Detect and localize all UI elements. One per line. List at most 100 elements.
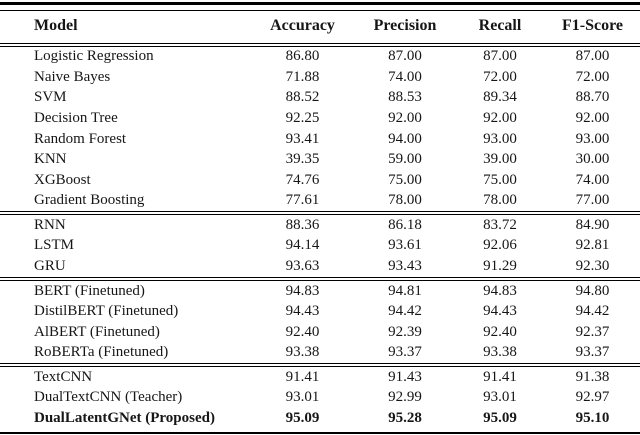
metric-value-cell: 92.00: [575, 109, 610, 126]
model-name-cell: Decision Tree: [34, 109, 118, 126]
model-name-cell: SVM: [34, 89, 67, 106]
column-header-f1-score: F1-Score: [545, 10, 640, 47]
model-group: TextCNN 91.41 91.43 91.41 91.38 DualTextCNN (…: [0, 365, 640, 429]
metric-value-cell: 94.43: [483, 303, 517, 320]
metric-value-cell: 39.00: [483, 151, 517, 168]
model-name-cell: KNN: [34, 151, 67, 168]
metric-value-cell: 92.40: [483, 323, 517, 340]
model-metrics-table: Model Accuracy Precision Recall F1-Score…: [0, 10, 640, 429]
model-name-cell: DistilBERT (Finetuned): [34, 303, 179, 320]
table-row: Random Forest 93.41 94.00 93.00 93.00: [0, 129, 640, 150]
table-row: AlBERT (Finetuned) 92.40 92.39 92.40 92.37: [0, 322, 640, 343]
metric-value-cell: 72.00: [483, 68, 517, 85]
model-name-cell: BERT (Finetuned): [34, 282, 145, 299]
column-header-model: Model: [0, 10, 250, 47]
metric-value-cell: 92.99: [388, 389, 422, 406]
metric-value-cell: 93.43: [388, 257, 422, 274]
model-name-cell: AlBERT (Finetuned): [34, 323, 160, 340]
metric-value-cell: 94.42: [388, 303, 422, 320]
metric-value-cell: 30.00: [575, 151, 610, 168]
metric-value-cell: 88.53: [388, 89, 422, 106]
metric-value-cell: 94.83: [483, 282, 517, 299]
column-header-accuracy: Accuracy: [250, 10, 355, 47]
model-name-cell: RNN: [34, 216, 66, 233]
table-row: Decision Tree 92.25 92.00 92.00 92.00: [0, 108, 640, 129]
metric-value-cell: 78.00: [483, 192, 517, 209]
metric-value-cell: 93.01: [483, 389, 517, 406]
metric-value-cell: 92.30: [575, 257, 610, 274]
table-row: KNN 39.35 59.00 39.00 30.00: [0, 149, 640, 170]
model-group: Logistic Regression 86.80 87.00 87.00 87.00 N…: [0, 44, 640, 214]
metric-value-cell: 88.52: [285, 89, 320, 106]
metric-value-cell: 92.00: [483, 109, 517, 126]
table-row: GRU 93.63 93.43 91.29 92.30: [0, 256, 640, 279]
column-header-precision: Precision: [355, 10, 455, 47]
metric-value-cell: 75.00: [388, 171, 422, 188]
model-group: BERT (Finetuned) 94.83 94.81 94.83 94.80 Dist…: [0, 278, 640, 366]
metric-value-cell: 87.00: [483, 48, 517, 65]
table-row: XGBoost 74.76 75.00 75.00 74.00: [0, 170, 640, 191]
metric-value-cell: 77.61: [285, 192, 320, 209]
metric-value-cell: 94.00: [388, 130, 422, 147]
metric-value-cell: 91.43: [388, 368, 422, 385]
metric-value-cell: 91.38: [575, 368, 610, 385]
metric-value-cell: 94.43: [285, 303, 320, 320]
table-row: Gradient Boosting 77.61 78.00 78.00 77.00: [0, 191, 640, 214]
metric-value-cell: 93.37: [575, 344, 610, 361]
metric-value-cell: 94.80: [575, 282, 610, 299]
table-row: BERT (Finetuned) 94.83 94.81 94.83 94.80: [0, 279, 640, 302]
model-name-cell: Logistic Regression: [34, 48, 154, 65]
metric-value-cell: 92.06: [483, 237, 517, 254]
metric-value-cell: 95.10: [575, 410, 610, 427]
model-name-cell: Random Forest: [34, 130, 127, 147]
metric-value-cell: 95.09: [483, 410, 517, 427]
table-row: Naive Bayes 71.88 74.00 72.00 72.00: [0, 67, 640, 88]
metric-value-cell: 93.61: [388, 237, 422, 254]
metric-value-cell: 88.36: [285, 216, 320, 233]
table-row: DistilBERT (Finetuned) 94.43 94.42 94.43 94.…: [0, 301, 640, 322]
metric-value-cell: 91.29: [483, 257, 517, 274]
metric-value-cell: 88.70: [575, 89, 610, 106]
model-name-cell: LSTM: [34, 237, 75, 254]
table-row: RoBERTa (Finetuned) 93.38 93.37 93.38 93.37: [0, 343, 640, 366]
metric-value-cell: 93.00: [483, 130, 517, 147]
metric-value-cell: 94.42: [575, 303, 610, 320]
metric-value-cell: 84.90: [575, 216, 610, 233]
metric-value-cell: 91.41: [483, 368, 517, 385]
metric-value-cell: 86.80: [285, 48, 320, 65]
metric-value-cell: 92.25: [285, 109, 320, 126]
metric-value-cell: 94.14: [285, 237, 320, 254]
model-name-cell: TextCNN: [34, 368, 93, 385]
model-name-cell: Gradient Boosting: [34, 192, 145, 209]
table-row: SVM 88.52 88.53 89.34 88.70: [0, 88, 640, 109]
metric-value-cell: 92.00: [388, 109, 422, 126]
metric-value-cell: 93.38: [483, 344, 517, 361]
metric-value-cell: 92.97: [575, 389, 610, 406]
model-name-cell: GRU: [34, 257, 66, 274]
model-name-cell: RoBERTa (Finetuned): [34, 344, 169, 361]
metric-value-cell: 78.00: [388, 192, 422, 209]
table-bottom-rule: [0, 431, 640, 435]
metric-value-cell: 39.35: [285, 151, 320, 168]
metric-value-cell: 72.00: [575, 68, 610, 85]
metric-value-cell: 91.41: [285, 368, 320, 385]
table-row: Logistic Regression 86.80 87.00 87.00 87.00: [0, 45, 640, 68]
metric-value-cell: 92.37: [575, 323, 610, 340]
table-row: DualLatentGNet (Proposed) 95.09 95.28 95.09…: [0, 408, 640, 429]
metric-value-cell: 59.00: [388, 151, 422, 168]
model-group: RNN 88.36 86.18 83.72 84.90 LSTM 94.14 93.61 92.…: [0, 213, 640, 279]
model-name-cell: Naive Bayes: [34, 68, 111, 85]
metric-value-cell: 77.00: [575, 192, 610, 209]
model-name-cell: XGBoost: [34, 171, 91, 188]
table-row: LSTM 94.14 93.61 92.06 92.81: [0, 236, 640, 257]
table-top-thin-rule: [0, 9, 640, 11]
header-row: Model Accuracy Precision Recall F1-Score: [0, 10, 640, 47]
model-name-cell: DualLatentGNet (Proposed): [34, 410, 215, 427]
metric-value-cell: 74.76: [285, 171, 320, 188]
metric-value-cell: 74.00: [388, 68, 422, 85]
model-name-cell: DualTextCNN (Teacher): [34, 389, 183, 406]
metric-value-cell: 86.18: [388, 216, 422, 233]
table-row: DualTextCNN (Teacher) 93.01 92.99 93.01 92.9…: [0, 388, 640, 409]
metric-value-cell: 71.88: [285, 68, 320, 85]
